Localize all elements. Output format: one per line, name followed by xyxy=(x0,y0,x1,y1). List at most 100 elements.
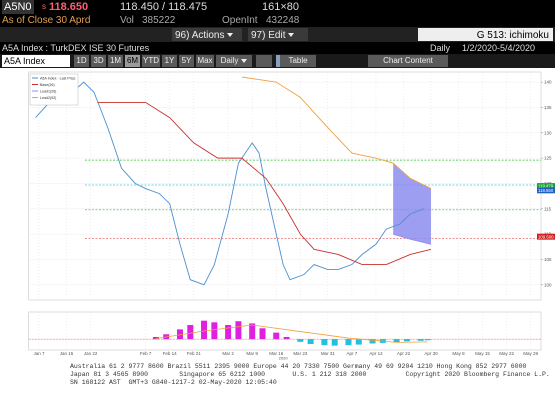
vol-label: Vol xyxy=(120,15,134,26)
value-box xyxy=(537,187,555,194)
x-tick-label: Mar 31 xyxy=(321,351,336,356)
x-tick-label: Apr 30 xyxy=(424,351,438,356)
value-box xyxy=(537,233,555,240)
date-range: 1/2/2020-5/4/2020 xyxy=(462,43,536,53)
price: 118.650 xyxy=(49,1,89,13)
macd-bar xyxy=(321,339,328,346)
macd-bar xyxy=(187,325,194,340)
series-line xyxy=(241,76,432,189)
range-button[interactable]: 5Y xyxy=(179,55,194,67)
range-button[interactable]: 1Y xyxy=(162,55,177,67)
macd-signal xyxy=(155,324,428,343)
macd-bar xyxy=(283,336,290,340)
x-tick-label: Mar 9 xyxy=(246,351,258,356)
range-button[interactable]: 3D xyxy=(91,55,106,67)
macd-bar xyxy=(403,339,410,342)
range-button[interactable]: 1M xyxy=(108,55,123,67)
macd-bar xyxy=(273,332,280,340)
macd-bar xyxy=(249,323,256,340)
frequency-menu[interactable]: Daily xyxy=(216,55,252,67)
macd-bar xyxy=(424,339,431,341)
macd-frame xyxy=(28,311,542,351)
y-tick-label: 135 xyxy=(544,105,552,110)
range-button[interactable]: 6M xyxy=(125,55,140,67)
edit-menu[interactable]: 97) Edit xyxy=(248,28,308,41)
x-tick-label: May 15 xyxy=(475,351,490,356)
vol: 385222 xyxy=(142,15,176,26)
macd-bar xyxy=(201,320,208,340)
macd-bar xyxy=(211,322,218,340)
x-tick-label: Mar 16 xyxy=(269,351,284,356)
ticker: A5N0 xyxy=(2,0,34,14)
macd-bar xyxy=(417,339,424,341)
ichimoku-cloud xyxy=(393,163,431,245)
value-box xyxy=(537,183,555,190)
footer-line: Japan 81 3 4565 8900 Singapore 65 6212 1… xyxy=(70,371,550,378)
table-button[interactable]: Table xyxy=(280,55,316,67)
x-tick-label: Apr 7 xyxy=(347,351,358,356)
y-tick-label: 130 xyxy=(544,130,552,135)
macd-bar xyxy=(331,339,338,346)
x-tick-label: Jan 7 xyxy=(34,351,46,356)
footer-line: Australia 61 2 9777 8600 Brazil 5511 239… xyxy=(70,363,527,370)
controls-row: A5A Index 1D 3D 1M 6M YTD 1Y 5Y Max Daily Table Ch… xyxy=(0,54,555,68)
y-tick-label: 140 xyxy=(544,80,552,85)
bid-ask: 118.450 / 118.475 xyxy=(120,1,208,13)
legend-label: Base(26) xyxy=(40,83,55,87)
edit: Edit xyxy=(268,30,286,41)
x-tick-label: May 22 xyxy=(499,351,514,356)
y-tick-label: 115 xyxy=(544,206,552,211)
function-code: G 513: ichimoku xyxy=(418,28,553,41)
series-line xyxy=(97,101,432,265)
value-box-label: 118.650 xyxy=(538,188,554,193)
x-tick-label: Apr 14 xyxy=(369,351,383,356)
actions-menu[interactable]: 96) Actions xyxy=(172,28,242,41)
oi-label: OpenInt xyxy=(222,15,258,26)
security-name: A5A Index : TurkDEX ISE 30 Futures xyxy=(2,43,150,53)
legend-label: A5A Index - Last Price xyxy=(40,76,76,80)
macd-bar xyxy=(259,328,266,340)
range-button[interactable]: YTD xyxy=(142,55,160,67)
security-input[interactable]: A5A Index xyxy=(2,55,70,67)
x-tick-label: Feb 7 xyxy=(140,351,152,356)
x-tick-label: Mar 23 xyxy=(293,351,308,356)
legend-label: Lead2(52) xyxy=(40,96,56,100)
x-tick-label: May 29 xyxy=(523,351,538,356)
x-tick-label: May 8 xyxy=(452,351,465,356)
dropdown-arrow xyxy=(241,58,248,63)
macd-bar xyxy=(307,339,314,345)
range-button[interactable]: Max xyxy=(196,55,214,67)
chart-content-button[interactable]: Chart Content xyxy=(368,55,448,67)
y-tick-label: 105 xyxy=(544,257,552,262)
actions: Actions xyxy=(191,30,225,41)
legend-label: Lead1(26) xyxy=(40,89,56,93)
series-line xyxy=(35,81,425,286)
macd-bar xyxy=(152,336,159,340)
macd-bar xyxy=(297,339,304,342)
y-tick-label: 125 xyxy=(544,156,552,161)
range-button[interactable]: 1D xyxy=(74,55,89,67)
footer: Australia 61 2 9777 8600 Brazil 5511 239… xyxy=(0,360,555,400)
value-box-label: 119.479 xyxy=(538,184,554,189)
series-line xyxy=(393,233,432,245)
tool-icon[interactable] xyxy=(256,55,272,67)
frequency: Daily xyxy=(220,56,239,65)
as-of: As of Close 30 Aprd xyxy=(2,15,91,26)
macd-bar xyxy=(235,321,242,340)
actions-num: 96) xyxy=(175,30,190,41)
edit-num: 97) xyxy=(251,30,266,41)
status-row: As of Close 30 Aprd Vol 385222 OpenInt 4… xyxy=(0,14,555,27)
oi: 432248 xyxy=(266,15,300,26)
size: 161×80 xyxy=(262,1,300,13)
x-tick-label: Mar 2 xyxy=(222,351,234,356)
security-row: A5A Index : TurkDEX ISE 30 Futures Daily… xyxy=(0,42,555,54)
toolbar: 96) Actions 97) Edit G 513: ichimoku xyxy=(0,27,555,42)
macd-bar xyxy=(355,339,362,345)
x-tick-label: Jan 15 xyxy=(60,351,74,356)
x-tick-label: Jan 22 xyxy=(84,351,98,356)
macd-bar xyxy=(393,339,400,343)
chart: Jan 7 Jan 15 Jan 22 Feb 7 Feb 14 Feb 21 Mar 2 M… xyxy=(0,68,555,360)
footer-line: SN 168122 AST GMT+3 G840-1217-2 02-May-2… xyxy=(70,379,277,386)
macd-bar xyxy=(345,339,352,346)
